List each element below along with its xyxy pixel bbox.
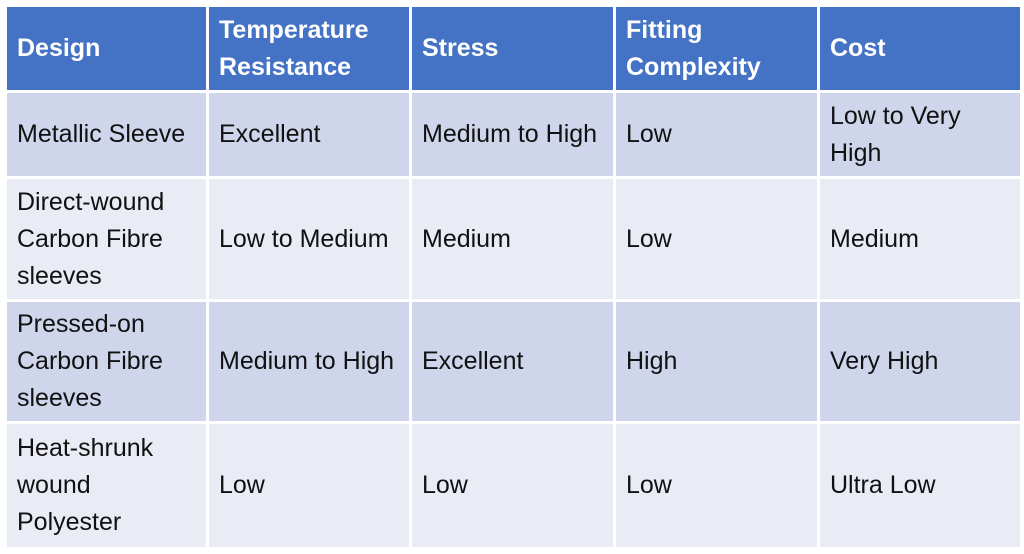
table-cell-stress: Medium to High: [409, 90, 616, 179]
table-cell-fitting-complexity: Low: [613, 176, 820, 302]
table-cell-design: Pressed-on Carbon Fibre sleeves: [4, 299, 209, 424]
table-cell-temperature-resistance: Excellent: [206, 90, 412, 179]
table-cell-design: Heat-shrunk wound Polyester: [4, 421, 209, 550]
table-row: Heat-shrunk wound Polyester Low Low Low …: [4, 421, 1023, 550]
table-cell-cost: Low to Very High: [817, 90, 1023, 179]
table-cell-temperature-resistance: Low to Medium: [206, 176, 412, 302]
table-row: Pressed-on Carbon Fibre sleeves Medium t…: [4, 299, 1023, 424]
column-header-cost: Cost: [817, 4, 1023, 93]
column-header-design: Design: [4, 4, 209, 93]
table-cell-cost: Medium: [817, 176, 1023, 302]
table-row: Metallic Sleeve Excellent Medium to High…: [4, 90, 1023, 179]
table-cell-temperature-resistance: Low: [206, 421, 412, 550]
table-row: Direct-wound Carbon Fibre sleeves Low to…: [4, 176, 1023, 302]
column-header-stress: Stress: [409, 4, 616, 93]
table-cell-design: Direct-wound Carbon Fibre sleeves: [4, 176, 209, 302]
table-cell-fitting-complexity: Low: [613, 90, 820, 179]
column-header-temperature-resistance: Temperature Resistance: [206, 4, 412, 93]
table-header-row: Design Temperature Resistance Stress Fit…: [4, 4, 1023, 93]
column-header-fitting-complexity: Fitting Complexity: [613, 4, 820, 93]
table-cell-design: Metallic Sleeve: [4, 90, 209, 179]
table-cell-fitting-complexity: High: [613, 299, 820, 424]
table-cell-temperature-resistance: Medium to High: [206, 299, 412, 424]
table-cell-stress: Medium: [409, 176, 616, 302]
table-cell-cost: Very High: [817, 299, 1023, 424]
table-cell-fitting-complexity: Low: [613, 421, 820, 550]
table-cell-stress: Excellent: [409, 299, 616, 424]
table-cell-cost: Ultra Low: [817, 421, 1023, 550]
table-cell-stress: Low: [409, 421, 616, 550]
comparison-table: Design Temperature Resistance Stress Fit…: [4, 4, 1023, 550]
